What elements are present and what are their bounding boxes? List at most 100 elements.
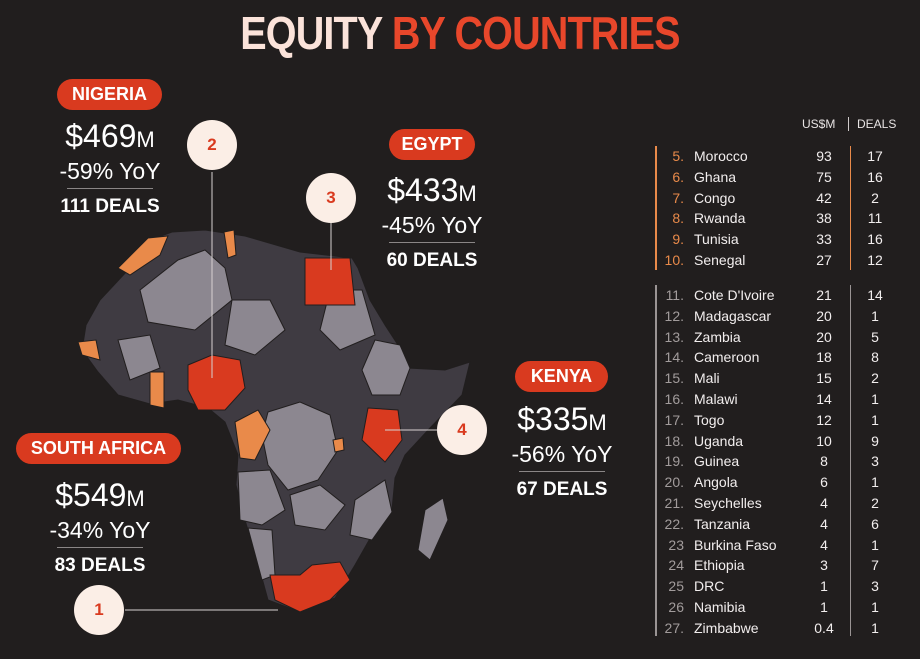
- usd-cell: 1: [820, 578, 828, 595]
- country-tunisia: [223, 229, 237, 259]
- deals-kenya: 67 DEALS: [516, 479, 608, 500]
- country-kenya: [361, 407, 403, 463]
- country-cell: Ghana: [694, 168, 737, 185]
- deals-south-africa: 83 DEALS: [54, 555, 146, 576]
- deals-cell: 1: [871, 598, 879, 615]
- usd-cell: 4: [820, 515, 828, 532]
- country-cell: Rwanda: [694, 210, 746, 227]
- usd-cell: 6: [820, 474, 828, 491]
- deals-cell: 1: [871, 536, 879, 553]
- yoy-kenya: -56% YoY: [511, 441, 613, 467]
- separator: [389, 242, 475, 243]
- country-cell: Tunisia: [694, 231, 739, 248]
- title-part1: EQUITY: [240, 7, 382, 59]
- rank-cell: 6.: [672, 168, 684, 185]
- rank-cell: 15.: [664, 370, 684, 387]
- rank-cell: 24: [668, 557, 684, 574]
- usd-cell: 3: [820, 557, 828, 574]
- top-rank-bar: [655, 146, 657, 270]
- country-cell: Ethiopia: [694, 557, 745, 574]
- deals-cell: 9: [871, 432, 879, 449]
- country-cell: Malawi: [694, 390, 738, 407]
- deals-cell: 1: [871, 619, 879, 636]
- stat-egypt: $433M -45% YoY 60 DEALS: [357, 172, 507, 273]
- deals-cell: 16: [867, 168, 883, 185]
- usd-cell: 18: [816, 349, 832, 366]
- usd-cell: 93: [816, 148, 832, 164]
- rank-cell: 8.: [672, 210, 684, 227]
- country-cell: Morocco: [694, 148, 748, 164]
- amount-kenya: $335M: [517, 401, 607, 437]
- deals-cell: 14: [867, 287, 883, 303]
- rank-cell: 21.: [664, 494, 684, 511]
- country-cell: Zambia: [694, 328, 741, 345]
- usd-cell: 14: [816, 390, 832, 407]
- rank-cell: 11.: [665, 287, 684, 303]
- table-header-deals: DEALS: [857, 117, 897, 131]
- yoy-egypt: -45% YoY: [381, 212, 483, 238]
- deals-cell: 5: [871, 328, 879, 345]
- country-cell: Madagascar: [694, 307, 772, 324]
- rank-cell: 16.: [664, 390, 684, 407]
- country-angola: [237, 469, 286, 526]
- deals-cell: 7: [871, 557, 879, 574]
- usd-cell: 75: [816, 168, 832, 185]
- country-rwanda: [332, 437, 345, 453]
- amount-egypt: $433M: [387, 172, 477, 208]
- yoy-south-africa: -34% YoY: [49, 517, 151, 543]
- usd-cell: 1: [820, 598, 828, 615]
- separator: [519, 471, 605, 472]
- title-part2: BY COUNTRIES: [391, 7, 681, 59]
- stat-nigeria: $469M -59% YoY 111 DEALS: [35, 118, 185, 219]
- country-cell: Seychelles: [694, 494, 762, 511]
- usd-cell: 38: [816, 210, 832, 227]
- deals-cell: 8: [871, 349, 879, 366]
- usd-cell: 20: [816, 328, 832, 345]
- yoy-nigeria: -59% YoY: [59, 158, 161, 184]
- usd-cell: 20: [816, 307, 832, 324]
- rank-cell: 9.: [672, 231, 684, 248]
- deals-cell: 3: [871, 578, 879, 595]
- separator: [57, 547, 143, 548]
- rank-circle-kenya: 4: [437, 405, 487, 455]
- usd-cell: 4: [820, 536, 828, 553]
- country-cell: Guinea: [694, 453, 740, 470]
- stat-south-africa: $549M -34% YoY 83 DEALS: [25, 477, 175, 578]
- country-namibia: [247, 527, 276, 581]
- rank-cell: 23: [668, 536, 684, 553]
- stat-kenya: $335M -56% YoY 67 DEALS: [487, 401, 637, 502]
- rank-cell: 12.: [664, 307, 684, 324]
- country-senegal: [77, 339, 101, 361]
- country-cell: DRC: [694, 578, 725, 595]
- usd-cell: 10: [816, 432, 832, 449]
- deals-egypt: 60 DEALS: [386, 250, 478, 271]
- pill-south-africa: SOUTH AFRICA: [16, 433, 181, 464]
- rank-cell: 19.: [664, 453, 684, 470]
- amount-nigeria: $469M: [65, 118, 155, 154]
- rank-circle-egypt: 3: [306, 173, 356, 223]
- rank-cell: 18.: [664, 432, 684, 449]
- pill-egypt: EGYPT: [389, 129, 475, 160]
- usd-cell: 12: [816, 411, 832, 428]
- usd-cell: 27: [816, 251, 832, 268]
- usd-cell: 4: [820, 494, 828, 511]
- country-drc: [261, 401, 339, 491]
- country-ghana: [149, 371, 165, 409]
- country-mozambique: [349, 479, 393, 541]
- rank-circle-nigeria: 2: [187, 120, 237, 170]
- deals-nigeria: 111 DEALS: [60, 196, 160, 217]
- page-title: EQUITY BY COUNTRIES: [64, 6, 855, 60]
- country-cell: Mali: [694, 370, 720, 387]
- bottom-rank-bar: [655, 285, 657, 636]
- rank-cell: 13.: [664, 328, 684, 345]
- pill-nigeria: NIGERIA: [57, 79, 162, 110]
- country-cell: Angola: [694, 474, 738, 491]
- country-cell: Senegal: [694, 251, 746, 268]
- country-madagascar: [417, 497, 449, 561]
- rank-cell: 20.: [664, 474, 684, 491]
- rank-cell: 26: [668, 598, 684, 615]
- separator: [67, 188, 153, 189]
- country-niger: [224, 299, 286, 356]
- rank-cell: 22.: [664, 515, 684, 532]
- rank-circle-south-africa: 1: [74, 585, 124, 635]
